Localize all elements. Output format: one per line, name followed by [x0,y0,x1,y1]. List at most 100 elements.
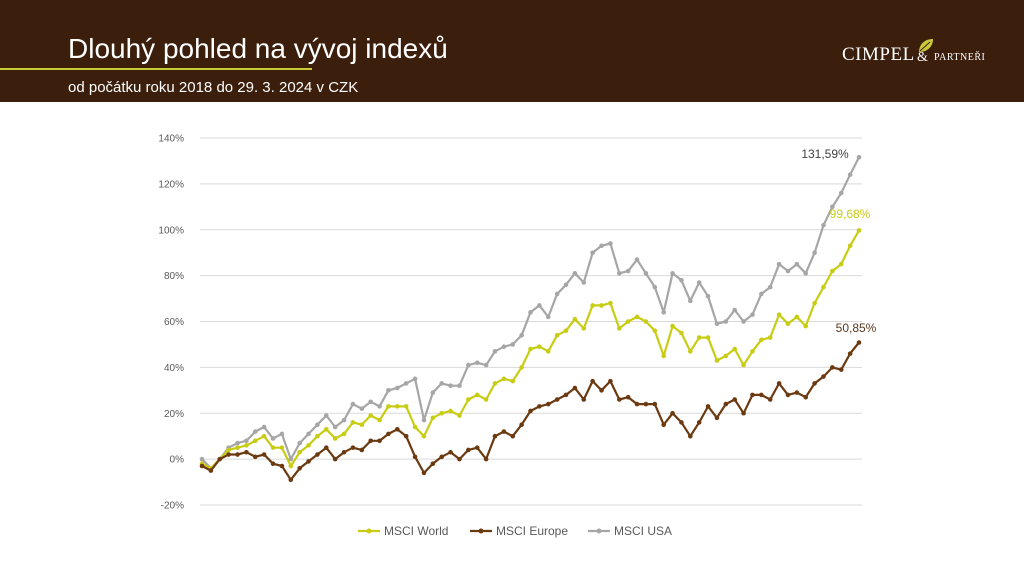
data-point [261,433,267,439]
data-point [821,374,826,379]
end-value-label: 131,59% [801,147,849,161]
data-point [501,344,507,350]
data-point [439,381,445,386]
data-point [323,427,329,432]
data-point [288,463,294,469]
data-point [510,433,516,439]
data-point [590,250,595,255]
data-point [608,241,613,246]
data-point [199,456,205,462]
data-point [332,436,338,441]
data-point [244,438,249,444]
data-point [652,401,658,407]
data-point [794,314,800,320]
data-point [332,424,338,430]
data-point [501,376,507,382]
page-title: Dlouhý pohled na vývoj indexů [68,33,448,64]
legend-marker [596,528,602,534]
data-point [519,422,524,428]
data-point [785,392,791,398]
data-point [563,328,569,333]
end-value-label: 99,68% [830,207,871,221]
data-point [794,261,800,267]
data-point [252,454,258,460]
legend-item: MSCI Europe [470,524,568,538]
data-point [803,323,809,329]
line-chart: -20% 0% 20% 40% 60% 80% 100% 120% 140% 99,68% 50,… [158,134,876,539]
legend-label: MSCI USA [614,524,672,538]
data-point [252,438,258,444]
y-tick-label: 20% [164,409,184,420]
data-point [315,433,320,439]
data-point [581,280,587,285]
logo-main-text: CIMPEL [842,44,915,65]
data-point [705,404,711,409]
data-point [838,261,844,267]
data-point [847,351,853,356]
data-point [741,410,746,416]
data-point [208,468,214,473]
data-point [510,342,516,347]
data-point [359,422,365,428]
data-point [785,321,791,327]
data-point [395,404,400,409]
data-point [528,346,533,352]
data-point [235,445,240,450]
data-point [457,456,462,462]
data-point [794,390,800,395]
data-point [599,303,604,308]
data-point [226,447,231,453]
data-point [696,420,702,425]
header-bar: Dlouhý pohled na vývoj indexů od počátku… [0,0,1024,102]
data-point [812,381,817,386]
data-point [830,268,835,274]
data-point [386,404,391,409]
data-point [421,470,427,476]
data-point [368,413,373,418]
data-point [625,319,631,324]
data-point [359,447,365,453]
data-point [554,332,560,338]
data-point [492,433,498,439]
data-point [608,300,613,306]
legend-marker [366,528,372,534]
data-point [554,397,560,402]
data-point [732,307,738,313]
y-tick-label: -20% [161,501,184,512]
data-point [563,282,569,288]
leaf-icon [919,39,933,52]
data-point [803,271,809,276]
data-point [821,284,826,290]
legend-item: MSCI USA [588,524,672,538]
data-point [670,323,675,329]
data-point [750,349,755,354]
data-point [581,326,587,331]
data-point [812,250,817,255]
data-point [270,445,276,450]
legend-item: MSCI World [358,524,448,538]
data-point [350,420,356,425]
data-point [723,319,729,324]
data-point [634,257,640,262]
data-point [306,431,311,437]
data-point [297,466,302,471]
data-point [847,172,853,177]
data-point [581,397,587,402]
data-point [643,271,649,276]
data-point [714,415,720,421]
data-point [741,319,746,324]
data-point [297,440,302,446]
data-point [306,459,311,464]
data-point [679,330,684,336]
series-msci-usa [199,154,862,471]
data-point [643,401,649,407]
data-point [279,445,285,450]
data-point [688,433,693,439]
data-point [723,401,729,407]
data-point [554,291,560,297]
data-point [226,452,231,457]
data-point [537,344,542,350]
series-msci-world [199,228,862,471]
title-underline [0,68,312,70]
data-point [421,433,427,439]
